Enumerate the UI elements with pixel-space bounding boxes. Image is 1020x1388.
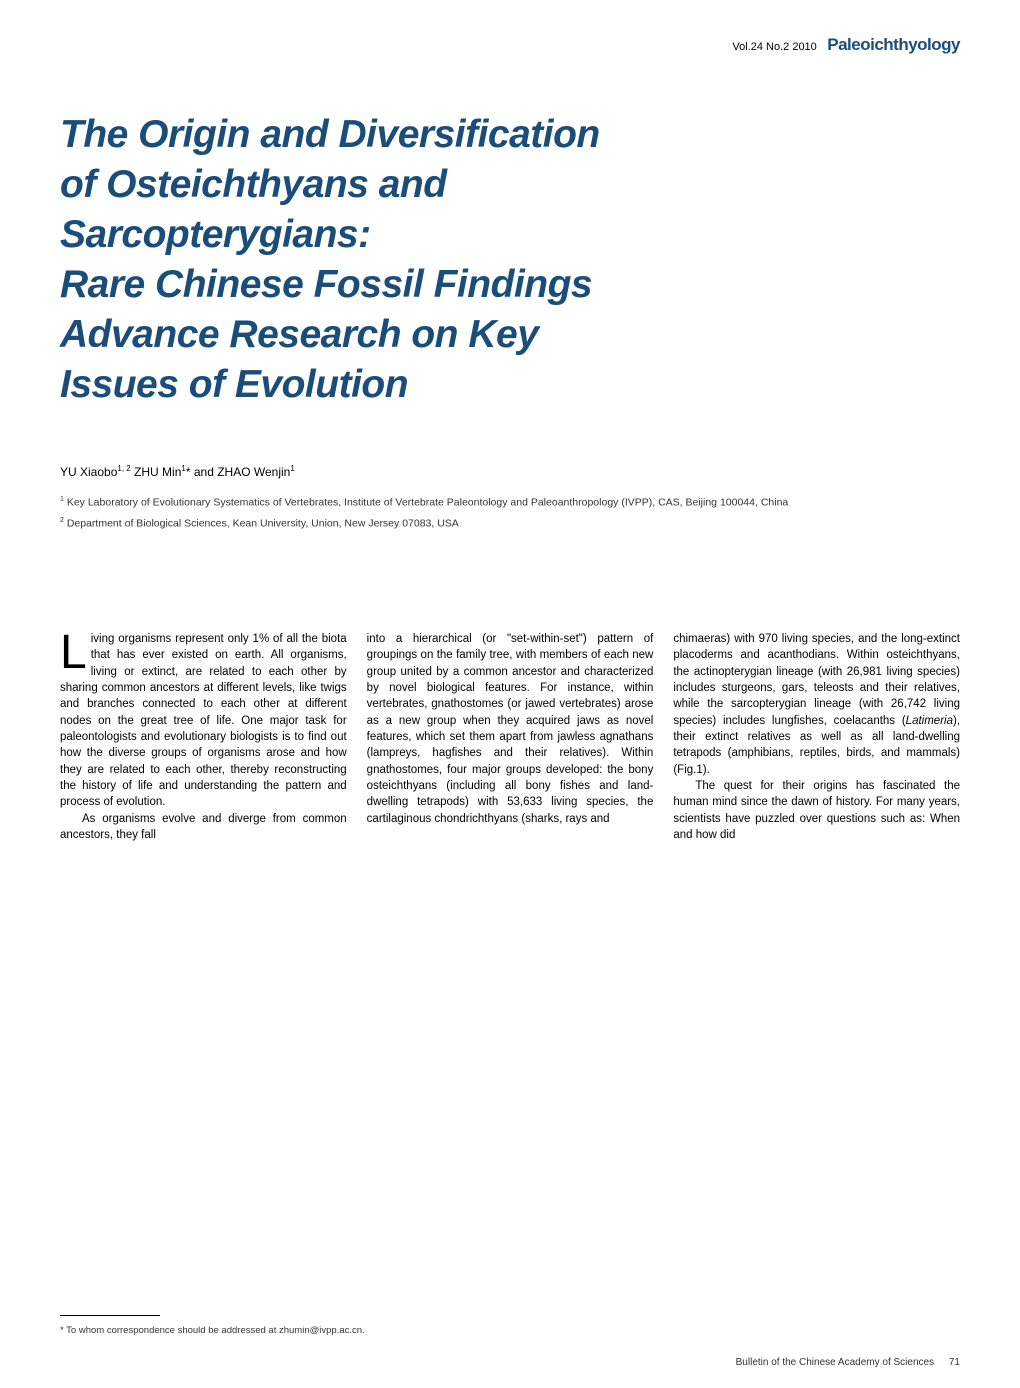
author-3: * and ZHAO Wenjin <box>186 465 291 479</box>
para-2: As organisms evolve and diverge from com… <box>60 811 347 844</box>
page-header: Vol.24 No.2 2010 Paleoichthyology <box>0 0 1020 55</box>
affiliation-2-text: Department of Biological Sciences, Kean … <box>64 517 459 529</box>
para-4-before: chimaeras) with 970 living species, and … <box>673 633 960 727</box>
para-1: Living organisms represent only 1% of al… <box>60 631 347 811</box>
authors-list: YU Xiaobo1, 2 ZHU Min1* and ZHAO Wenjin1 <box>60 464 960 479</box>
column-1: Living organisms represent only 1% of al… <box>60 631 347 843</box>
title-line-6: Issues of Evolution <box>60 363 408 406</box>
affiliations-block: 1 Key Laboratory of Evolutionary Systema… <box>0 479 1020 532</box>
volume-issue: Vol.24 No.2 2010 <box>732 41 816 53</box>
affiliation-1: 1 Key Laboratory of Evolutionary Systema… <box>60 495 960 511</box>
journal-name: Bulletin of the Chinese Academy of Scien… <box>736 1357 934 1368</box>
author-2: ZHU Min <box>131 465 182 479</box>
column-3: chimaeras) with 970 living species, and … <box>673 631 960 843</box>
title-line-1: The Origin and Diversification <box>60 113 600 156</box>
dropcap: L <box>60 633 87 674</box>
body-text: Living organisms represent only 1% of al… <box>0 536 1020 843</box>
column-2: into a hierarchical (or "set-within-set"… <box>367 631 654 843</box>
page-footer: Bulletin of the Chinese Academy of Scien… <box>736 1357 960 1368</box>
authors-block: YU Xiaobo1, 2 ZHU Min1* and ZHAO Wenjin1 <box>0 409 1020 479</box>
category-label: Paleoichthyology <box>827 35 960 54</box>
title-line-2: of Osteichthyans and <box>60 163 447 206</box>
para-5: The quest for their origins has fascinat… <box>673 778 960 843</box>
para-4: chimaeras) with 970 living species, and … <box>673 631 960 778</box>
author-1-affil: 1, 2 <box>117 464 130 473</box>
para-3: into a hierarchical (or "set-within-set"… <box>367 631 654 827</box>
affiliation-2: 2 Department of Biological Sciences, Kea… <box>60 516 960 532</box>
article-title: The Origin and Diversification of Osteic… <box>60 110 960 409</box>
title-line-3: Sarcopterygians: <box>60 213 371 256</box>
correspondence-note: * To whom correspondence should be addre… <box>60 1325 365 1336</box>
title-block: The Origin and Diversification of Osteic… <box>0 55 1020 409</box>
genus-name: Latimeria <box>906 715 953 727</box>
title-line-5: Advance Research on Key <box>60 313 538 356</box>
footnote-rule <box>60 1315 160 1316</box>
para-1-text: iving organisms represent only 1% of all… <box>60 633 347 808</box>
author-1: YU Xiaobo <box>60 465 117 479</box>
title-line-4: Rare Chinese Fossil Findings <box>60 263 592 306</box>
author-3-affil: 1 <box>290 464 294 473</box>
affiliation-1-text: Key Laboratory of Evolutionary Systemati… <box>64 497 788 509</box>
page-number: 71 <box>949 1357 960 1368</box>
